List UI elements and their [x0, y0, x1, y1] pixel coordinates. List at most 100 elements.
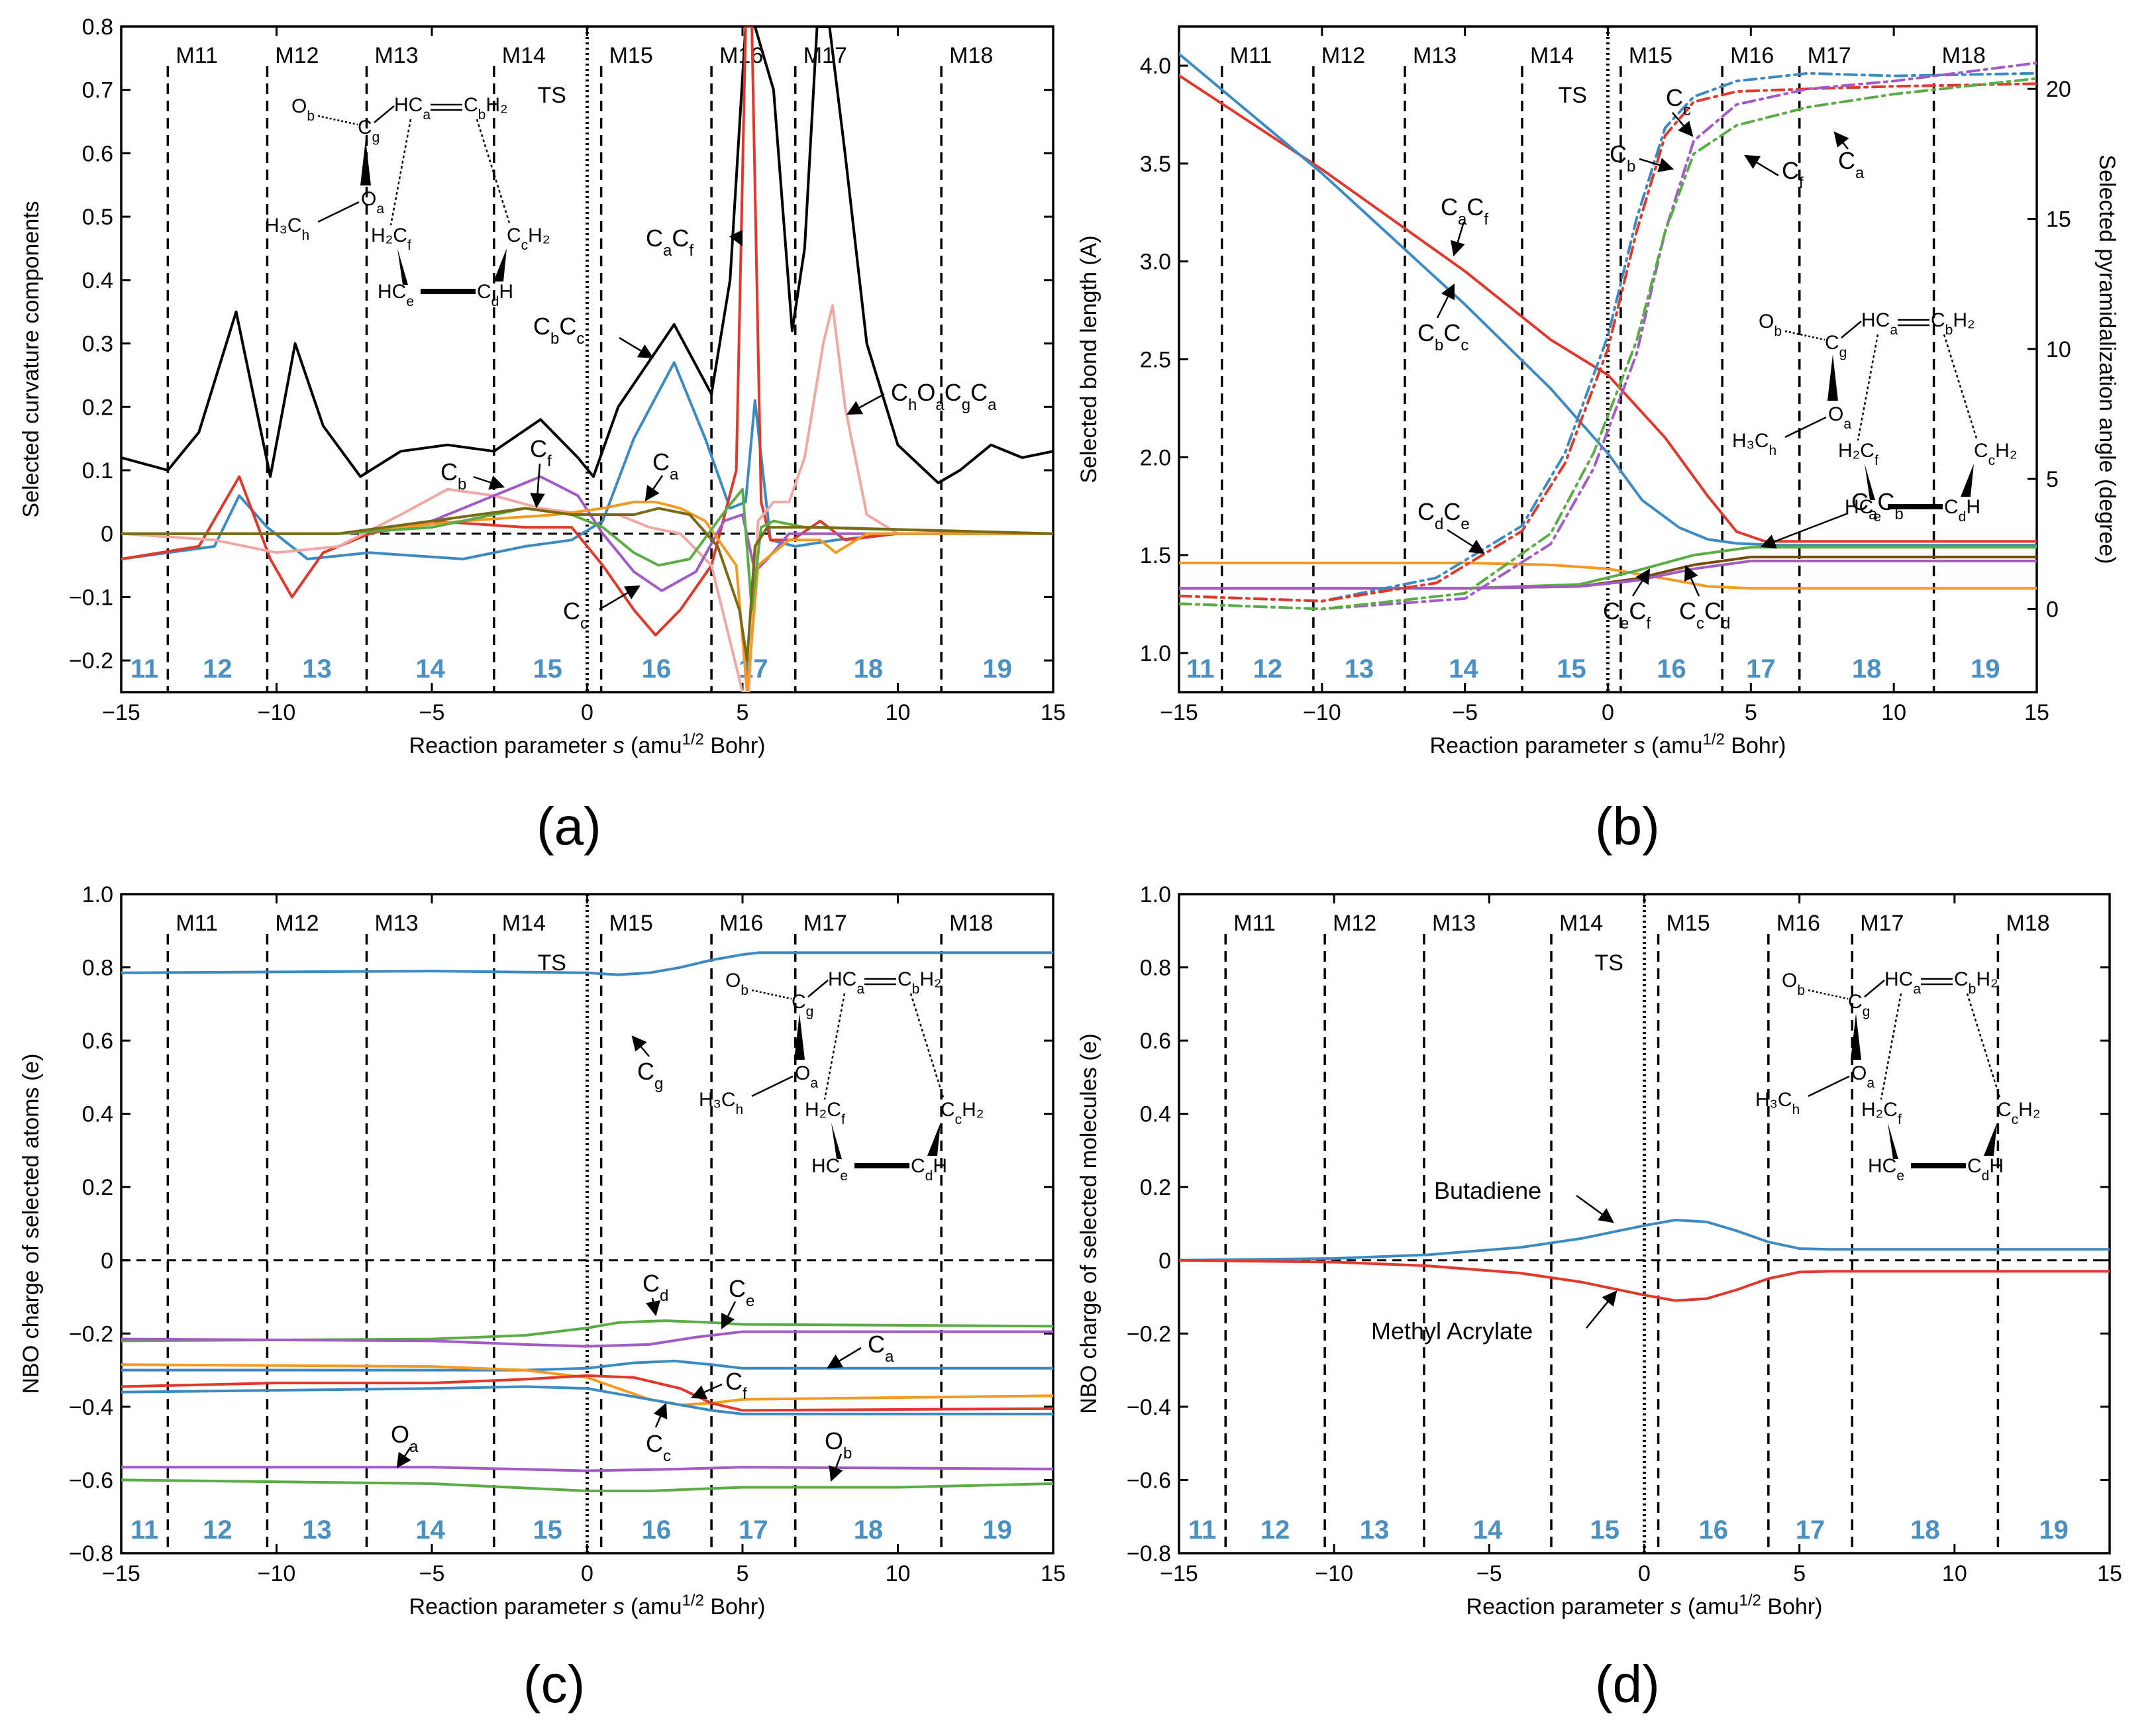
m-label: M11: [1233, 911, 1276, 936]
svg-text:HCe: HCe: [378, 281, 414, 309]
x-tick-label: −10: [258, 700, 296, 725]
x-axis-label: Reaction parameter s (amu1/2 Bohr): [409, 1592, 766, 1620]
y-tick-label: −0.1: [69, 585, 113, 610]
series-ChOaCgCa: [121, 304, 1053, 692]
m-label: M14: [1530, 43, 1574, 68]
y-tick-label: −0.4: [69, 1395, 113, 1420]
svg-text:HCa: HCa: [828, 968, 864, 997]
label-d-methyl-acrylate: Methyl Acrylate: [1371, 1317, 1533, 1345]
series-Cc: [121, 1363, 1053, 1407]
y-tick-label: 0.6: [82, 141, 113, 166]
label-Cb: Cb: [440, 458, 466, 493]
m-label: M15: [1629, 43, 1672, 68]
x-tick-label: 10: [886, 1561, 911, 1586]
m-label: M12: [1321, 43, 1365, 68]
y-tick-label: 0.8: [82, 956, 113, 981]
svg-text:Ob: Ob: [291, 95, 315, 124]
label-CaCf: CaCf: [646, 225, 693, 260]
svg-text:CcH₂: CcH₂: [1997, 1099, 2040, 1127]
y-axis-label: NBO charge of selected molecules (e): [1076, 1033, 1102, 1413]
y-tick-label: 0: [101, 522, 113, 547]
series-lower-blue: [121, 1385, 1053, 1415]
svg-text:CcH₂: CcH₂: [941, 1099, 984, 1127]
svg-text:HCe: HCe: [811, 1155, 848, 1184]
x-tick-label: 5: [737, 700, 749, 725]
svg-text:Ob: Ob: [1759, 311, 1782, 339]
y-tick-label: −0.6: [1127, 1468, 1171, 1493]
region-label: 18: [854, 1515, 884, 1545]
x-tick-label: 10: [1881, 700, 1906, 725]
m-label: M16: [719, 911, 763, 936]
x-tick-label: −5: [419, 700, 445, 725]
plot-area-c: [121, 894, 1053, 1553]
x-tick-label: 0: [581, 700, 593, 725]
plot-area-a: [121, 26, 1053, 692]
y-tick-label: 0.4: [1140, 1102, 1171, 1127]
series-CbCc: [1179, 52, 2037, 547]
x-tick-label: −15: [102, 700, 140, 725]
x-tick-label: −10: [1315, 1561, 1353, 1586]
region-label: 15: [1557, 654, 1586, 684]
x-tick-label: −5: [1452, 700, 1478, 725]
curve-labels-a: CaCf CbCc ChOaCgCa Cb Cf Ca Cc: [440, 225, 997, 633]
series-Cf-angle: [1179, 62, 2037, 611]
m-label: M18: [2006, 911, 2049, 936]
svg-text:Oa: Oa: [795, 1062, 818, 1091]
svg-text:CbH₂: CbH₂: [1931, 309, 1975, 338]
x-tick-label: −15: [1160, 700, 1198, 725]
m-label: M17: [1808, 43, 1851, 68]
x-tick-label: −10: [1303, 700, 1341, 725]
y-tick-label: 0.2: [82, 395, 113, 420]
series-CaCf: [1179, 74, 2037, 543]
y-tick-label: 2.5: [1140, 348, 1171, 373]
svg-text:H₂Cf: H₂Cf: [371, 225, 411, 253]
y-tick-label: −0.2: [69, 1321, 113, 1347]
y-tick-label: 1.5: [1140, 543, 1171, 568]
region-label: 13: [302, 654, 332, 684]
plot-area-d: [1179, 894, 2110, 1553]
x-tick-label: −10: [258, 1561, 296, 1586]
series-Ce: [121, 1330, 1053, 1348]
x-tick-label: 15: [2097, 1561, 2122, 1586]
y-tick-label: 1.0: [1140, 882, 1171, 907]
molecule-structure-b: Ob Cg HCa CbH₂ H₃Ch Oa H₂Cf CcH₂ HCe CdH: [1732, 309, 2017, 525]
m-label: M13: [375, 911, 419, 936]
y-axis-label: Selected bond length (A): [1076, 235, 1102, 483]
y-tick-label: 0.7: [82, 78, 113, 103]
m-label: M18: [949, 911, 993, 936]
region-label: 11: [130, 1515, 158, 1545]
y-tick-label: 1.0: [1140, 641, 1171, 666]
label-b-CdCe: CdCe: [1417, 498, 1470, 533]
label-b-Ca: Ca: [1838, 147, 1865, 182]
series-Cg: [121, 951, 1053, 976]
region-label: 19: [982, 1515, 1012, 1545]
region-label: 19: [982, 654, 1012, 684]
y-tick-label: 0.4: [82, 268, 113, 293]
svg-text:CdH: CdH: [477, 281, 513, 309]
label-c-Ca: Ca: [868, 1331, 894, 1366]
m-label: M18: [1942, 43, 1986, 68]
region-label: 15: [1590, 1515, 1620, 1545]
series-Ca: [121, 1359, 1053, 1372]
y-tick-label: 0.4: [82, 1102, 113, 1127]
x-tick-label: −5: [419, 1561, 445, 1586]
y2-tick-label: 20: [2046, 77, 2071, 102]
y-tick-label: 3.5: [1140, 152, 1171, 177]
label-ChOaCgCa: ChOaCgCa: [891, 379, 997, 414]
region-label: 14: [415, 654, 445, 684]
y2-axis-label: Selected pyramidalization angle (degree): [2094, 154, 2120, 564]
x-tick-label: 0: [1602, 700, 1614, 725]
m-label: M11: [176, 43, 218, 68]
m-label: M11: [176, 911, 218, 936]
svg-text:Ob: Ob: [725, 970, 748, 998]
m-label: M13: [1413, 43, 1457, 68]
region-label: 17: [1796, 1515, 1825, 1545]
y-axis-label: NBO charge of selected atoms (e): [19, 1053, 44, 1394]
series-Oa: [121, 1466, 1053, 1472]
svg-text:Oa: Oa: [361, 188, 384, 217]
region-label: 16: [642, 654, 672, 684]
label-b-CaCf: CaCf: [1441, 193, 1488, 229]
y-tick-label: 2.0: [1140, 445, 1171, 470]
region-label: 11: [1186, 654, 1214, 684]
y-tick-label: 0.2: [1140, 1175, 1171, 1200]
